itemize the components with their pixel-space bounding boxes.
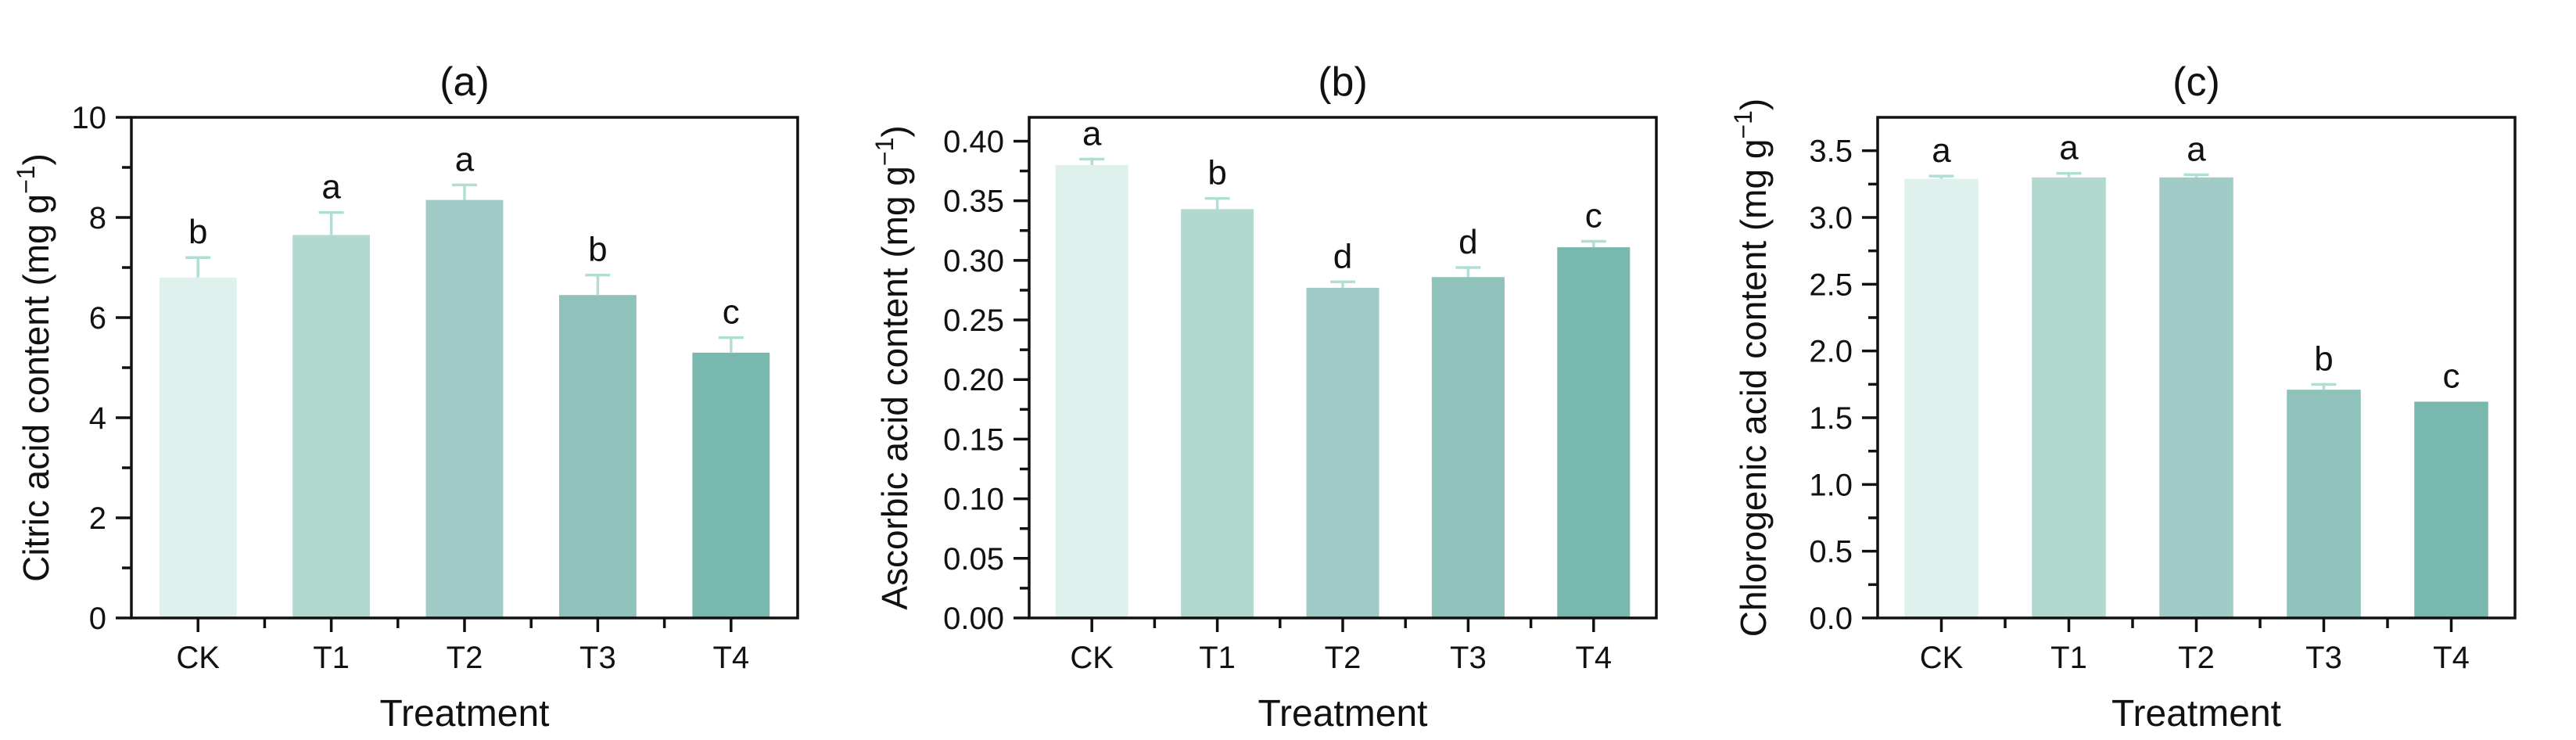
bar-T3 xyxy=(1431,277,1505,618)
bar-T2 xyxy=(1306,287,1379,618)
y-tick-label: 0.30 xyxy=(943,244,1004,278)
panel-title: (c) xyxy=(2172,59,2220,105)
sig-letter-T4: c xyxy=(2443,357,2460,396)
sig-letter-T3: b xyxy=(2314,339,2333,378)
bar-T4 xyxy=(2414,401,2488,618)
y-tick-label: 0 xyxy=(89,602,106,636)
y-tick-label: 0.20 xyxy=(943,363,1004,397)
x-tick-label: T2 xyxy=(447,641,483,675)
y-tick-label: 2.5 xyxy=(1809,268,1853,302)
y-tick-label: 2 xyxy=(89,501,106,536)
panel-title: (a) xyxy=(439,59,490,105)
sig-letter-T2: a xyxy=(455,140,475,178)
panel-c: a a a b c 0.0 0.5 1.0 1.5 2.0 2.5 3.0 3.5 CK T1 T2 T3 T4 (… xyxy=(1717,0,2576,740)
x-tick-label: T3 xyxy=(2305,641,2342,675)
sig-letter-CK: a xyxy=(1932,131,1951,170)
sig-letter-CK: b xyxy=(188,213,207,251)
y-tick-label: 10 xyxy=(72,101,107,135)
sig-letter-T1: b xyxy=(1207,154,1226,192)
y-axis-label: Ascorbic acid content (mg g−1) xyxy=(870,125,915,609)
bar-T2 xyxy=(2159,177,2233,619)
x-tick-label: T2 xyxy=(2178,641,2215,675)
x-tick-label: T4 xyxy=(1575,641,1612,675)
y-tick-label: 6 xyxy=(89,301,106,336)
bar-T2 xyxy=(425,199,504,619)
sig-letter-T4: c xyxy=(1585,196,1602,235)
sig-letter-T3: d xyxy=(1458,223,1477,261)
y-axis-label-text: Chlorogenic acid content (mg g−1) xyxy=(1729,99,1774,638)
bar-T4 xyxy=(692,352,770,618)
y-tick-label: 0.05 xyxy=(943,542,1004,577)
y-axis-label: Citric acid content (mg g−1) xyxy=(12,153,56,582)
y-tick-label: 0.10 xyxy=(943,483,1004,517)
sig-letter-T4: c xyxy=(723,293,740,332)
sig-letter-T2: a xyxy=(2187,130,2206,168)
x-axis-label: Treatment xyxy=(1258,693,1428,735)
x-tick-label: T3 xyxy=(579,641,616,675)
y-axis-label: Chlorogenic acid content (mg g−1) xyxy=(1729,99,1774,638)
y-tick-label: 0.00 xyxy=(943,602,1004,636)
bar-T1 xyxy=(292,235,371,618)
x-tick-label: T1 xyxy=(313,641,350,675)
x-tick-label: T2 xyxy=(1325,641,1362,675)
x-tick-label: CK xyxy=(1920,641,1964,675)
sig-letter-T2: d xyxy=(1333,237,1352,275)
x-tick-label: CK xyxy=(176,641,220,675)
bar-T1 xyxy=(1181,209,1254,618)
x-tick-label: T4 xyxy=(712,641,749,675)
x-tick-label: CK xyxy=(1070,641,1114,675)
y-tick-label: 0.25 xyxy=(943,304,1004,338)
y-tick-label: 0.35 xyxy=(943,185,1004,219)
y-tick-label: 3.5 xyxy=(1809,135,1853,169)
y-tick-label: 1.5 xyxy=(1809,401,1853,436)
sig-letter-T3: b xyxy=(588,231,607,269)
y-tick-label: 1.0 xyxy=(1809,468,1853,502)
sig-letter-T1: a xyxy=(321,168,341,207)
sig-letter-T1: a xyxy=(2059,129,2079,167)
panel-a: b a a b c 0 2 4 6 8 10 CK T1 T2 T3 T4 (a) Treatment Citric… xyxy=(0,0,859,740)
bar-CK xyxy=(1055,164,1128,618)
panel-b: a b d d c 0.00 0.05 0.10 0.15 0.20 0.25 0.30 0.35 0.4… xyxy=(859,0,1717,740)
x-tick-label: T1 xyxy=(1199,641,1236,675)
bar-CK xyxy=(1904,178,1979,619)
bar-CK xyxy=(159,277,237,618)
y-axis-label-text: Ascorbic acid content (mg g−1) xyxy=(870,125,915,609)
chlorogenic-acid-chart: a a a b c 0.0 0.5 1.0 1.5 2.0 2.5 3.0 3.5 CK T1 T2 T3 T4 (… xyxy=(1729,59,2517,735)
sig-letter-CK: a xyxy=(1082,114,1102,153)
ascorbic-acid-chart: a b d d c 0.00 0.05 0.10 0.15 0.20 0.25 0.30 0.35 0.4… xyxy=(870,59,1658,735)
y-tick-label: 4 xyxy=(89,401,106,436)
citric-acid-chart: b a a b c 0 2 4 6 8 10 CK T1 T2 T3 T4 (a) Treatment Citric… xyxy=(12,59,799,735)
y-tick-label: 0.15 xyxy=(943,422,1004,457)
y-tick-label: 3.0 xyxy=(1809,201,1853,235)
y-tick-label: 0.40 xyxy=(943,124,1004,159)
bar-T3 xyxy=(2287,390,2361,618)
y-axis-label-text: Citric acid content (mg g−1) xyxy=(12,153,56,582)
y-tick-label: 2.0 xyxy=(1809,335,1853,369)
bar-T1 xyxy=(2032,177,2106,619)
x-tick-label: T4 xyxy=(2433,641,2470,675)
x-axis-label: Treatment xyxy=(2111,693,2281,735)
x-axis-label: Treatment xyxy=(380,693,550,735)
x-tick-label: T3 xyxy=(1450,641,1487,675)
y-tick-label: 0.0 xyxy=(1809,602,1853,636)
bar-T3 xyxy=(558,295,637,618)
x-tick-label: T1 xyxy=(2050,641,2087,675)
bar-T4 xyxy=(1557,247,1631,618)
panel-title: (b) xyxy=(1318,59,1368,105)
y-tick-label: 8 xyxy=(89,201,106,235)
y-tick-label: 0.5 xyxy=(1809,535,1853,569)
